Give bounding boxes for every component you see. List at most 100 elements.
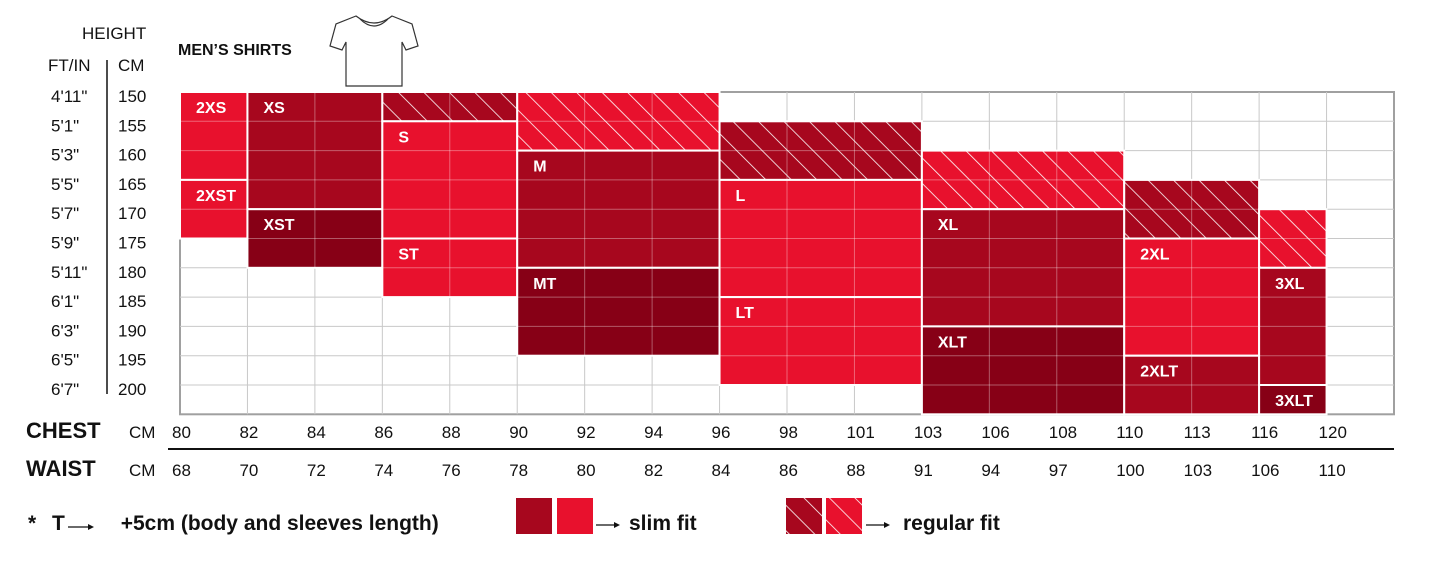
height-ftin-label: 6'7" xyxy=(51,380,79,399)
size-label-mt: MT xyxy=(533,276,556,293)
size-label-m: M xyxy=(533,159,546,176)
block-border xyxy=(1258,384,1328,416)
size-label-2xlt: 2XLT xyxy=(1140,364,1178,381)
waist-tick-label: 68 xyxy=(172,461,191,480)
waist-tick-label: 82 xyxy=(644,461,663,480)
waist-tick-label: 72 xyxy=(307,461,326,480)
height-ftin-label: 4'11" xyxy=(51,87,87,106)
legend-slim-arrowhead-icon xyxy=(614,522,620,528)
size-block-st xyxy=(382,238,518,298)
waist-tick-label: 76 xyxy=(442,461,461,480)
waist-tick-label: 80 xyxy=(577,461,596,480)
size-label-xs: XS xyxy=(263,100,285,117)
size-label-lt: LT xyxy=(736,305,755,322)
size-block-2xs xyxy=(180,92,248,180)
height-cm-label: 160 xyxy=(118,146,146,165)
height-cm-label: 150 xyxy=(118,87,146,106)
legend-slim-bright-swatch xyxy=(557,498,593,534)
regular-fit-block xyxy=(382,92,518,122)
size-label-3xlt: 3XLT xyxy=(1275,393,1313,410)
waist-tick-label: 110 xyxy=(1319,461,1346,480)
height-ftin-label: 5'1" xyxy=(51,116,79,135)
waist-tick-label: 100 xyxy=(1116,461,1144,480)
chest-tick-label: 116 xyxy=(1251,423,1278,442)
height-ftin-label: 5'5" xyxy=(51,175,79,194)
chest-tick-label: 108 xyxy=(1049,423,1077,442)
chest-tick-label: 101 xyxy=(846,423,874,442)
footnote: * T +5cm (body and sleeves length) xyxy=(28,512,439,536)
height-cm-label: 190 xyxy=(118,321,146,340)
legend-regular-dark-swatch xyxy=(786,498,822,534)
waist-tick-label: 97 xyxy=(1049,461,1068,480)
chest-tick-label: 103 xyxy=(914,423,942,442)
chest-tick-label: 86 xyxy=(374,423,393,442)
height-cm-label: 155 xyxy=(118,116,146,135)
footnote-text: +5cm (body and sleeves length) xyxy=(120,512,439,535)
waist-tick-label: 88 xyxy=(846,461,865,480)
legend-regular-bright-swatch xyxy=(826,498,862,534)
size-block-2xlt xyxy=(1124,355,1260,415)
size-label-xst: XST xyxy=(263,217,294,234)
size-block-xl xyxy=(921,209,1125,327)
legend-regular-label: regular fit xyxy=(903,512,1000,535)
chest-tick-label: 80 xyxy=(172,423,191,442)
legend xyxy=(68,498,890,534)
size-block-xs xyxy=(247,92,383,210)
size-block-2xst xyxy=(180,179,248,239)
regular-fit-block xyxy=(1259,209,1327,268)
height-cm-label: 170 xyxy=(118,204,146,223)
chest-tick-label: 113 xyxy=(1184,423,1211,442)
footnote-t: T xyxy=(52,512,65,535)
chest-tick-label: 98 xyxy=(779,423,798,442)
chest-tick-label: 106 xyxy=(981,423,1009,442)
chest-tick-label: 90 xyxy=(509,423,528,442)
waist-tick-label: 106 xyxy=(1251,461,1279,480)
size-block-xlt xyxy=(921,326,1125,415)
ftin-header: FT/IN xyxy=(48,56,91,75)
height-ftin-label: 5'11" xyxy=(51,263,87,282)
waist-tick-label: 70 xyxy=(239,461,258,480)
height-ftin-label: 6'3" xyxy=(51,321,79,340)
waist-tick-label: 78 xyxy=(509,461,528,480)
height-cm-label: 195 xyxy=(118,351,146,370)
footnote-star: * xyxy=(28,512,37,535)
chest-tick-label: 120 xyxy=(1319,423,1347,442)
height-ftin-label: 5'7" xyxy=(51,204,79,223)
waist-title: WAIST xyxy=(26,456,96,481)
height-ftin-label: 6'1" xyxy=(51,292,79,311)
size-block-2xl xyxy=(1124,238,1260,356)
waist-tick-label: 84 xyxy=(712,461,731,480)
size-label-3xl: 3XL xyxy=(1275,276,1305,293)
waist-unit: CM xyxy=(129,461,155,480)
chest-title: CHEST xyxy=(26,418,101,443)
height-cm-label: 200 xyxy=(118,380,146,399)
height-ftin-label: 5'9" xyxy=(51,234,79,253)
size-block-3xl xyxy=(1259,267,1327,385)
legend-slim-label: slim fit xyxy=(629,512,697,535)
chart-title: MEN’S SHIRTS xyxy=(178,42,292,59)
chest-tick-label: 92 xyxy=(577,423,596,442)
height-cm-label: 175 xyxy=(118,234,146,253)
height-header: HEIGHT xyxy=(82,24,147,43)
shirt-icon xyxy=(329,15,419,87)
regular-fit-block xyxy=(921,150,1125,210)
cm-header: CM xyxy=(118,56,145,75)
chest-tick-label: 82 xyxy=(239,423,258,442)
size-block-l xyxy=(719,179,922,298)
size-block-xst xyxy=(247,209,383,268)
waist-tick-label: 91 xyxy=(914,461,933,480)
legend-slim-dark-swatch xyxy=(516,498,552,534)
waist-tick-label: 103 xyxy=(1184,461,1212,480)
legend-regular-arrowhead-icon xyxy=(884,522,890,528)
footnote-arrowhead-icon xyxy=(88,524,94,530)
size-label-2xs: 2XS xyxy=(196,100,227,117)
size-block-lt xyxy=(719,297,922,385)
chest-tick-label: 94 xyxy=(644,423,663,442)
regular-fit-block xyxy=(1124,179,1260,239)
size-label-2xl: 2XL xyxy=(1140,247,1170,264)
chest-tick-label: 88 xyxy=(442,423,461,442)
size-label-st: ST xyxy=(398,247,419,264)
waist-tick-label: 74 xyxy=(374,461,393,480)
size-block-m xyxy=(517,150,720,268)
